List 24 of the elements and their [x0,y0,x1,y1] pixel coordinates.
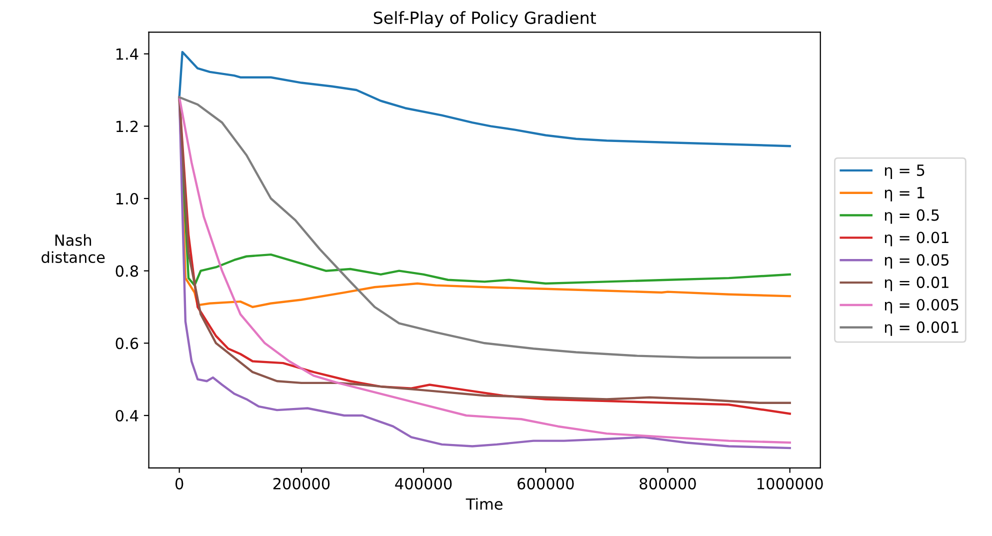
legend-label: η = 0.005 [885,298,958,314]
line-series [178,50,791,148]
legend-label: η = 0.01 [885,276,948,292]
x-tick-label: 200000 [273,478,330,490]
chart-title: Self-Play of Policy Gradient [374,11,596,28]
legend-label: η = 0.5 [885,209,939,224]
legend-label: η = 0.001 [885,321,958,336]
x-tick-label: 400000 [395,478,452,490]
x-tick-label: 800000 [640,478,696,490]
legend-label: η = 0.05 [885,254,949,269]
x-tick-label: 0 [175,478,184,490]
x-axis-title: Time [466,498,502,510]
y-axis-title: Nash distance [42,234,105,264]
y-tick-label: 0.6 [116,338,138,350]
legend-label: η = 1 [885,187,924,202]
x-tick-label: 1000000 [758,478,823,490]
y-tick-label: 0.4 [116,410,138,422]
x-tick-label: 600000 [518,478,574,490]
y-tick-label: 0.8 [116,265,138,277]
y-tick-label: 1.2 [116,120,138,132]
legend-label: η = 0.01 [885,232,948,246]
y-tick-label: 1.0 [116,192,138,205]
legend-label: η = 5 [885,164,924,179]
y-tick-label: 1.4 [116,48,138,60]
